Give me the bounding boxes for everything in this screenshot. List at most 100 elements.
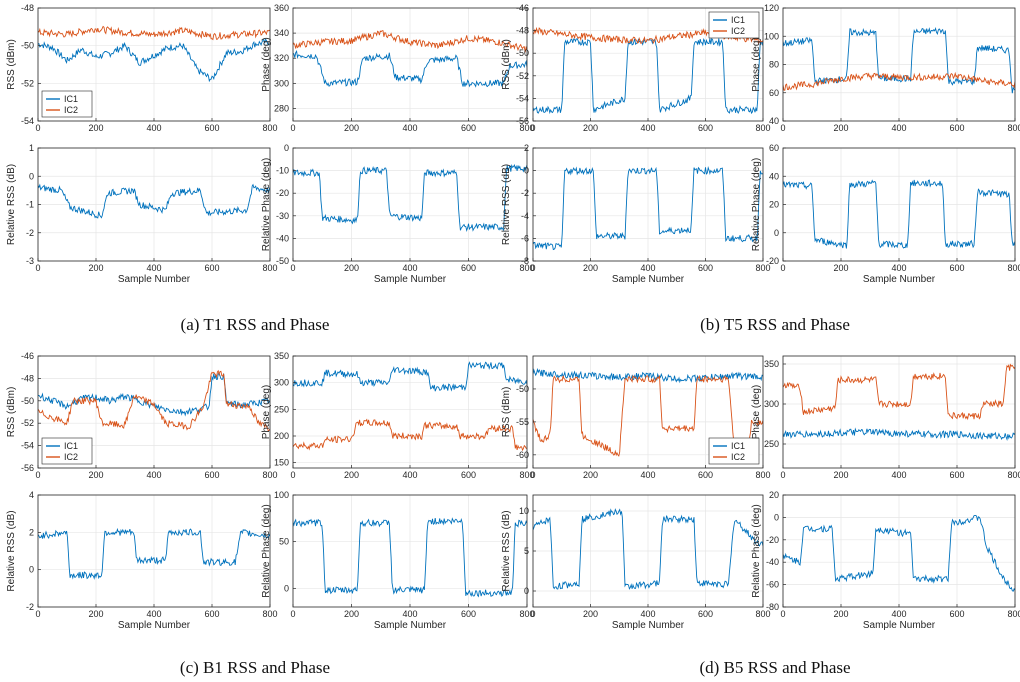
y-tick-label: 20	[769, 200, 779, 210]
y-axis-label: RSS (dBm)	[501, 387, 512, 438]
x-tick-label: 800	[1007, 609, 1020, 619]
y-tick-label: 200	[274, 431, 289, 441]
chart-a-phase: 0 200 400 600 800 280 300 320 340 360 Phase (deg)	[261, 3, 535, 133]
series-line-IC1	[533, 166, 763, 251]
y-tick-label: -3	[26, 256, 34, 266]
x-tick-label: 400	[146, 470, 161, 480]
x-tick-label: 0	[530, 123, 535, 133]
y-tick-label: 100	[764, 31, 779, 41]
y-tick-label: 5	[524, 546, 529, 556]
x-tick-label: 600	[949, 263, 964, 273]
x-tick-label: 200	[833, 470, 848, 480]
x-tick-label: 800	[262, 609, 277, 619]
y-tick-label: 10	[519, 506, 529, 516]
x-axis-label: Sample Number	[374, 620, 447, 631]
x-tick-label: 400	[891, 263, 906, 273]
x-tick-label: 200	[88, 470, 103, 480]
series-line-IC2	[533, 26, 763, 45]
x-axis-label: Sample Number	[612, 620, 685, 631]
y-tick-label: 150	[274, 458, 289, 468]
y-tick-label: -80	[766, 602, 779, 612]
y-tick-label: 250	[274, 404, 289, 414]
x-tick-label: 400	[402, 263, 417, 273]
series-line-IC2	[533, 374, 763, 457]
series-line-IC1	[783, 427, 1015, 441]
x-tick-label: 0	[35, 123, 40, 133]
y-tick-label: -1	[26, 200, 34, 210]
x-tick-label: 800	[519, 470, 534, 480]
y-tick-label: -6	[521, 233, 529, 243]
legend-box	[708, 11, 760, 39]
x-tick-label: 400	[402, 609, 417, 619]
x-tick-label: 400	[146, 263, 161, 273]
x-axis-label: Sample Number	[118, 620, 191, 631]
x-tick-label: 0	[290, 470, 295, 480]
x-tick-label: 200	[344, 263, 359, 273]
y-tick-label: -20	[766, 256, 779, 266]
x-tick-label: 800	[1007, 263, 1020, 273]
series-line-IC1	[293, 361, 527, 392]
subfigure-caption: (a) T1 RSS and Phase	[181, 315, 330, 334]
y-tick-label: -10	[276, 166, 289, 176]
x-tick-label: 600	[461, 263, 476, 273]
y-tick-label: -40	[766, 557, 779, 567]
x-tick-label: 0	[780, 263, 785, 273]
y-tick-label: -52	[21, 78, 34, 88]
y-tick-label: -54	[516, 93, 529, 103]
x-tick-label: 800	[519, 123, 534, 133]
y-tick-label: 60	[769, 143, 779, 153]
y-tick-label: 0	[524, 166, 529, 176]
x-tick-label: 400	[402, 123, 417, 133]
x-tick-label: 0	[780, 609, 785, 619]
series-line-IC1	[783, 179, 1015, 249]
x-tick-label: 800	[1007, 123, 1020, 133]
y-tick-label: -50	[21, 41, 34, 51]
y-tick-label: 0	[29, 565, 34, 575]
legend-label-IC2: IC2	[64, 452, 78, 462]
x-axis-label: Sample Number	[863, 620, 936, 631]
legend-label-IC2: IC2	[731, 452, 745, 462]
y-tick-label: -50	[276, 256, 289, 266]
y-tick-label: -20	[766, 535, 779, 545]
y-tick-label: -56	[21, 463, 34, 473]
y-tick-label: -52	[21, 418, 34, 428]
y-tick-label: -52	[516, 71, 529, 81]
x-tick-label: 200	[833, 609, 848, 619]
y-tick-label: 1	[29, 143, 34, 153]
series-line-IC1	[38, 38, 270, 83]
legend-label-IC1: IC1	[731, 15, 745, 25]
y-axis-label: Relative Phase (deg)	[261, 504, 272, 597]
x-tick-label: 600	[204, 123, 219, 133]
y-tick-label: 250	[764, 439, 779, 449]
y-tick-label: -48	[21, 373, 34, 383]
x-tick-label: 400	[402, 470, 417, 480]
series-line-IC1	[783, 26, 1015, 94]
x-tick-label: 0	[530, 609, 535, 619]
x-tick-label: 400	[640, 609, 655, 619]
x-tick-label: 0	[35, 609, 40, 619]
x-tick-label: 600	[204, 263, 219, 273]
y-tick-label: -46	[516, 3, 529, 13]
y-tick-label: -60	[766, 580, 779, 590]
y-tick-label: -50	[516, 384, 529, 394]
chart-d-phase: 0 200 400 600 800 250 300 350 Phase (deg)	[751, 355, 1020, 480]
chart-c-rss: 0 200 400 600 800 -56 -54 -52 -50 -48 -46 RSS (dBm)…	[6, 351, 278, 480]
series-line-IC1	[293, 50, 527, 88]
x-tick-label: 400	[640, 470, 655, 480]
series-line-IC2	[783, 363, 1015, 421]
x-axis-label: Sample Number	[118, 274, 191, 285]
y-axis-label: Relative Phase (deg)	[751, 158, 762, 251]
y-tick-label: -50	[21, 396, 34, 406]
y-tick-label: 0	[284, 143, 289, 153]
y-tick-label: 20	[769, 490, 779, 500]
x-axis-label: Sample Number	[612, 274, 685, 285]
x-tick-label: 800	[755, 263, 770, 273]
y-tick-label: -46	[21, 351, 34, 361]
legend-label-IC1: IC1	[731, 441, 745, 451]
x-tick-label: 600	[949, 470, 964, 480]
